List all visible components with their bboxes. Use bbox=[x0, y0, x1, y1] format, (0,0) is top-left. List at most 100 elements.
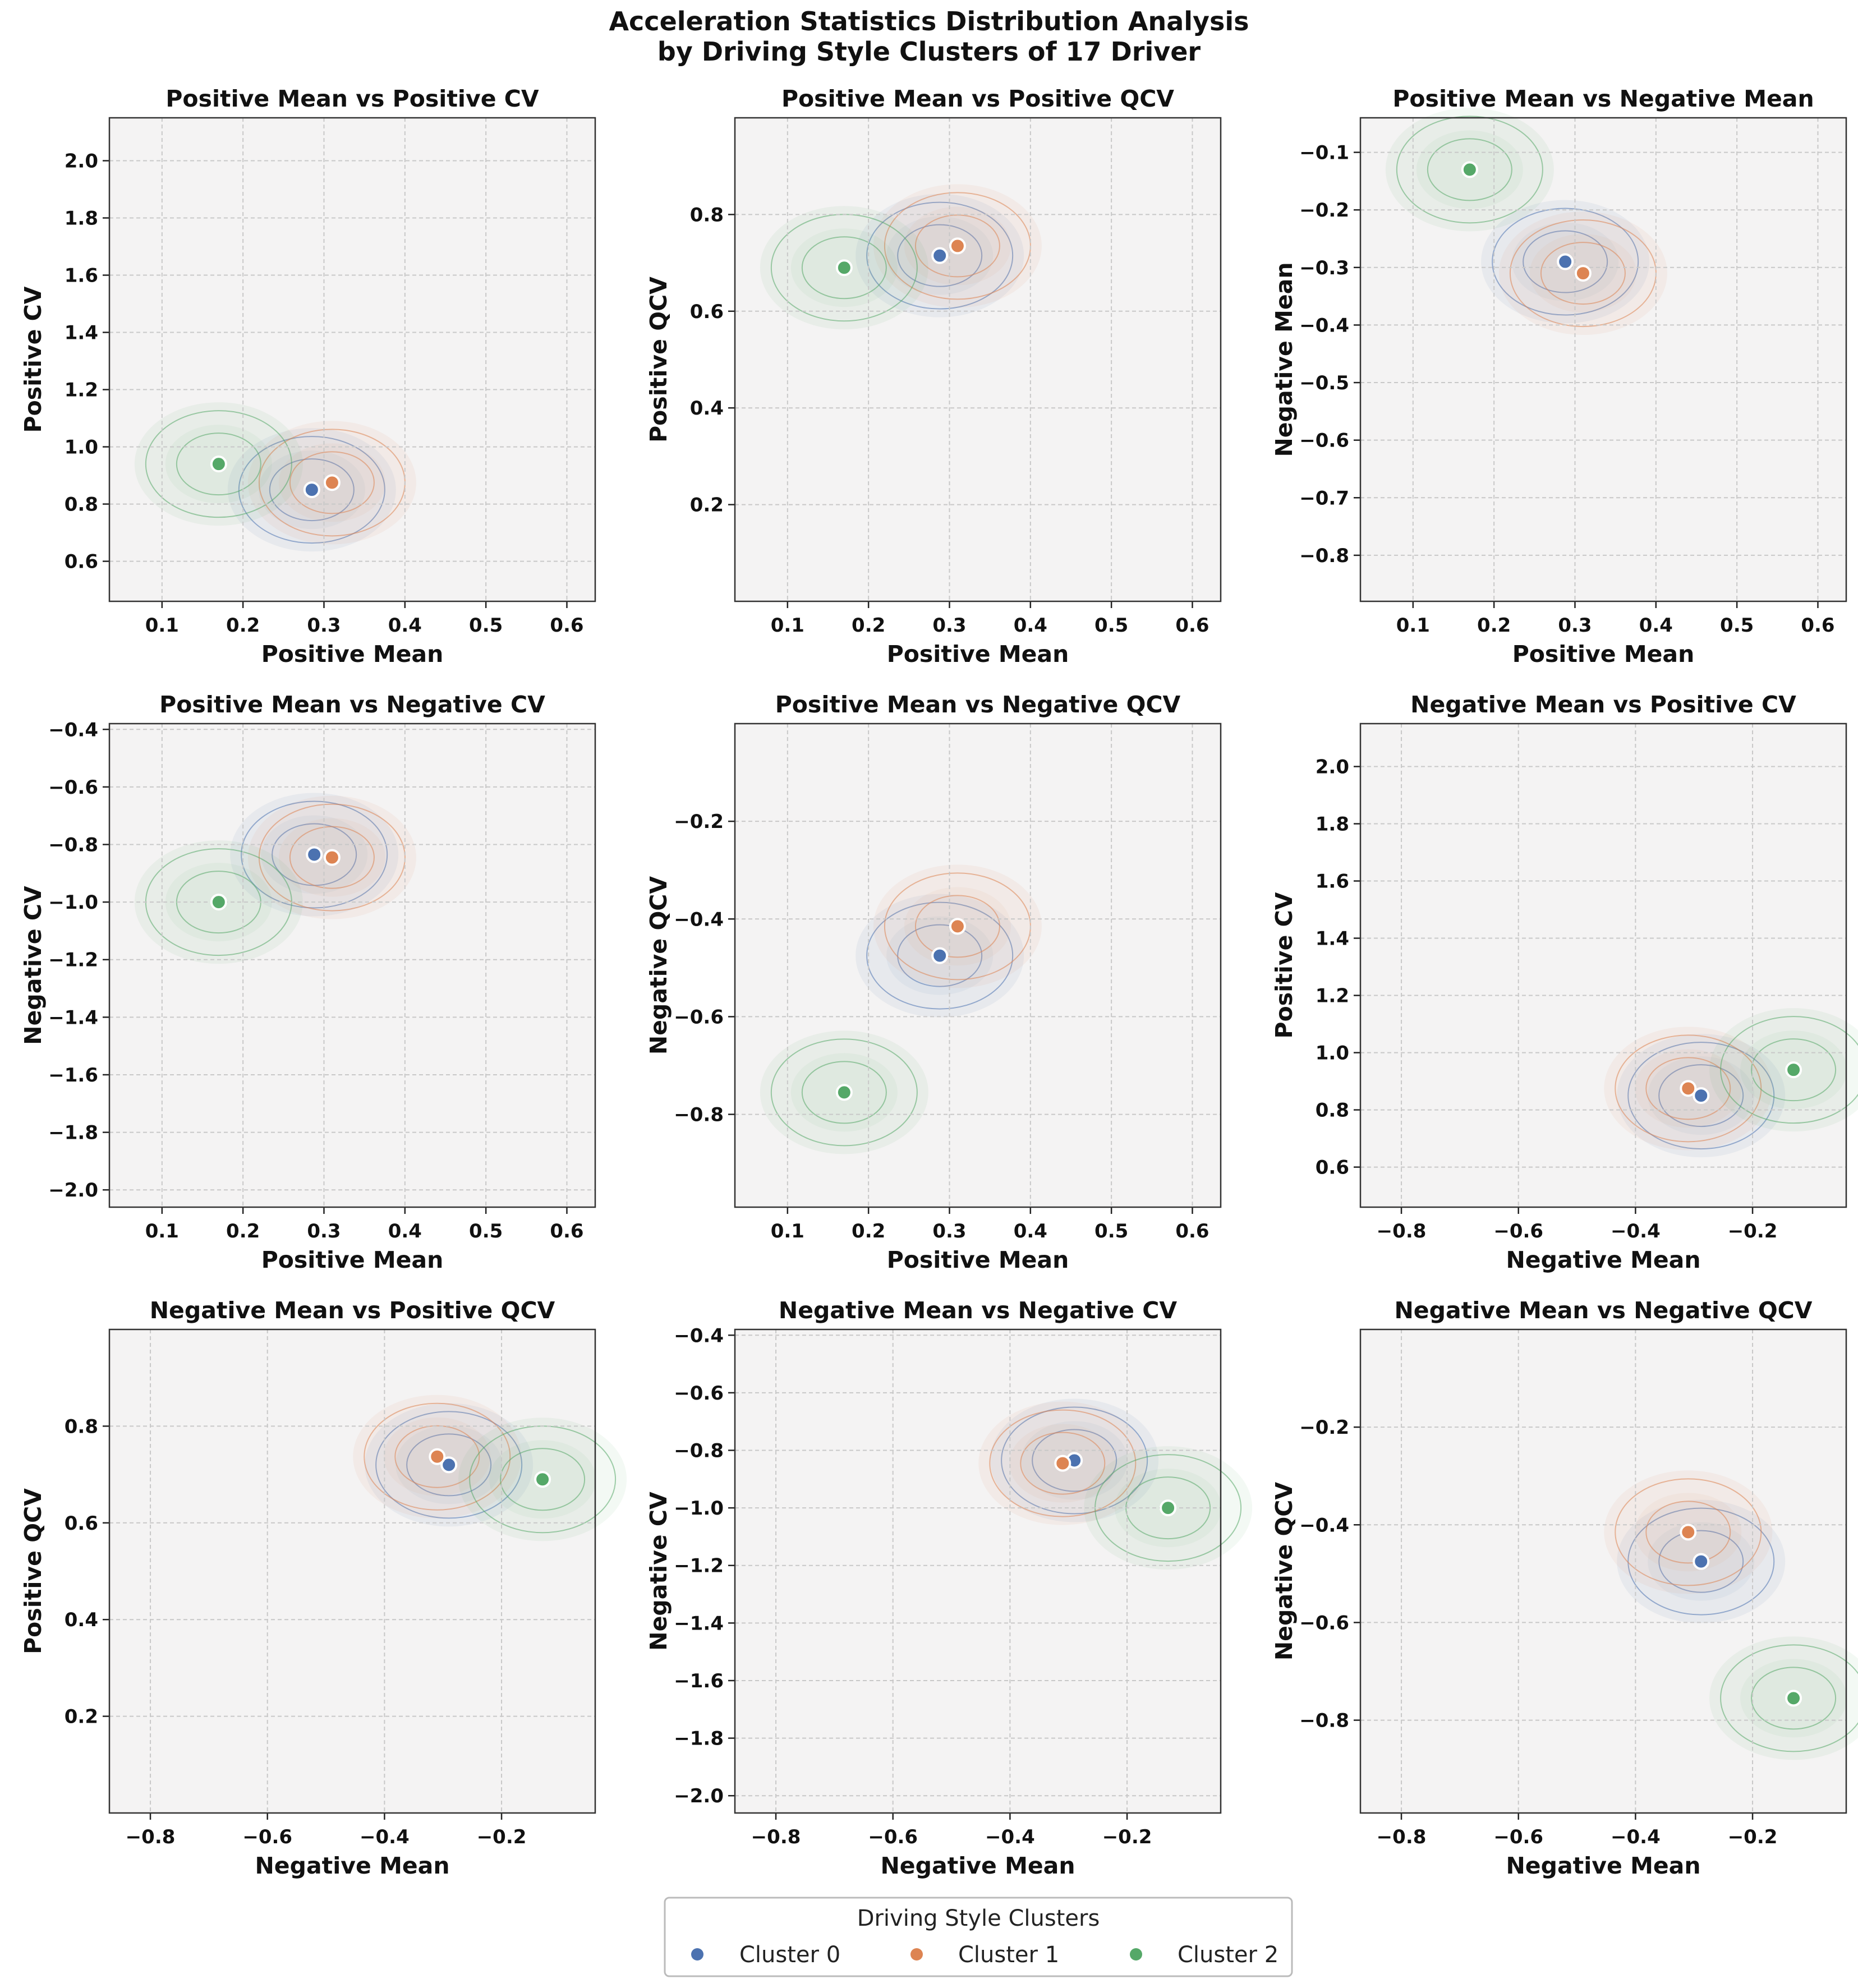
y-tick-label: −0.6 bbox=[674, 1382, 724, 1405]
density-contour bbox=[500, 1448, 586, 1511]
plot-area bbox=[109, 1329, 595, 1813]
y-axis-label: Negative CV bbox=[20, 886, 47, 1045]
x-axis-label: Positive Mean bbox=[261, 1246, 444, 1273]
x-tick-label: 0.4 bbox=[388, 1220, 422, 1242]
y-tick-label: 1.0 bbox=[65, 436, 98, 459]
centroid-point-cluster-2 bbox=[210, 455, 227, 473]
subplot-6: −0.8 −0.6 −0.4 −0.2 0.6 0.8 1.0 1.2 1.4 1.6 1.8 2.0… bbox=[1271, 691, 1858, 1273]
x-tick-label: 0.3 bbox=[932, 1220, 966, 1242]
subplot-title: Negative Mean vs Negative CV bbox=[779, 1297, 1177, 1324]
density-contour bbox=[1751, 1038, 1837, 1102]
plot-frame bbox=[1359, 723, 1847, 1208]
legend-label-cluster-2: Cluster 2 bbox=[1178, 1942, 1278, 1968]
centroid-point-cluster-2 bbox=[534, 1471, 551, 1488]
plot-area bbox=[1360, 724, 1846, 1207]
centroid-point-cluster-0 bbox=[1693, 1553, 1710, 1570]
plot-area bbox=[735, 1329, 1221, 1813]
x-tick-label: 0.3 bbox=[307, 1220, 341, 1242]
x-tick-label: 0.1 bbox=[1396, 614, 1430, 637]
y-axis-label: Positive CV bbox=[1271, 892, 1298, 1038]
x-axis-label: Positive Mean bbox=[1512, 641, 1695, 668]
x-tick-label: 0.4 bbox=[388, 614, 422, 637]
gridlines bbox=[735, 724, 1221, 1207]
subplot-3: 0.1 0.2 0.3 0.4 0.5 0.6 −0.1 −0.2 −0.3 −0.4 −0.5 −0… bbox=[1271, 85, 1847, 668]
centroid-point-cluster-0 bbox=[931, 947, 949, 964]
centroid-point-cluster-2 bbox=[1785, 1061, 1802, 1079]
legend-marker-cluster-1 bbox=[910, 1948, 923, 1961]
y-tick-label: −0.2 bbox=[1299, 1416, 1349, 1439]
density-contour bbox=[897, 924, 983, 987]
x-tick-label: −0.8 bbox=[1377, 1220, 1427, 1242]
subplot-1: 0.1 0.2 0.3 0.4 0.5 0.6 0.6 0.8 1.0 1.2 1.4 1.6 1.8 2… bbox=[20, 85, 596, 668]
gridlines bbox=[109, 1329, 595, 1813]
subplot-title: Positive Mean vs Positive QCV bbox=[781, 85, 1174, 112]
centroid-point-cluster-1 bbox=[1054, 1455, 1071, 1472]
plot-frame bbox=[108, 1328, 596, 1814]
density-contour bbox=[1001, 1406, 1148, 1515]
y-axis-label: Positive QCV bbox=[20, 1488, 47, 1654]
centroid-point-cluster-1 bbox=[1680, 1080, 1697, 1097]
y-tick-label: −1.8 bbox=[674, 1728, 724, 1750]
x-tick-label: 0.2 bbox=[1477, 614, 1511, 637]
legend-marker-cluster-2 bbox=[1130, 1948, 1142, 1961]
density-contour bbox=[1523, 230, 1608, 293]
y-tick-label: 0.6 bbox=[1316, 1157, 1349, 1179]
x-tick-label: 0.5 bbox=[1094, 614, 1128, 637]
x-tick-label: 0.1 bbox=[145, 1220, 179, 1242]
y-axis-label: Negative QCV bbox=[645, 876, 672, 1055]
centroid-point-cluster-2 bbox=[1785, 1690, 1802, 1707]
y-tick-label: −1.2 bbox=[48, 949, 98, 972]
x-axis-label: Negative Mean bbox=[255, 1852, 449, 1879]
subplot-title: Negative Mean vs Positive QCV bbox=[150, 1297, 555, 1324]
y-tick-label: 0.6 bbox=[690, 301, 724, 323]
y-tick-label: −1.4 bbox=[48, 1006, 98, 1029]
centroid-point-cluster-0 bbox=[931, 247, 949, 264]
y-axis-label: Positive CV bbox=[20, 286, 47, 432]
x-tick-label: −0.2 bbox=[1728, 1826, 1778, 1848]
x-tick-label: 0.6 bbox=[1175, 1220, 1209, 1242]
x-tick-label: −0.2 bbox=[477, 1826, 527, 1848]
centroid-point-cluster-1 bbox=[429, 1448, 446, 1465]
gridlines bbox=[109, 724, 595, 1207]
legend: Driving Style Clusters Cluster 0 Cluster… bbox=[664, 1897, 1293, 1977]
plot-frame bbox=[734, 117, 1222, 602]
y-tick-label: −0.4 bbox=[48, 719, 98, 741]
gridlines bbox=[735, 118, 1221, 601]
y-tick-label: −1.0 bbox=[674, 1497, 724, 1520]
x-tick-label: 0.1 bbox=[771, 1220, 804, 1242]
plot-area bbox=[109, 118, 595, 601]
plot-frame bbox=[1359, 1328, 1847, 1814]
y-tick-label: −0.2 bbox=[674, 811, 724, 833]
density-contour bbox=[1645, 1057, 1731, 1120]
centroid-point-cluster-0 bbox=[440, 1456, 458, 1474]
subplot-title: Negative Mean vs Negative QCV bbox=[1394, 1297, 1812, 1324]
y-tick-label: 0.6 bbox=[65, 1512, 98, 1535]
y-tick-label: 1.2 bbox=[65, 379, 98, 402]
y-tick-label: 0.8 bbox=[690, 204, 724, 226]
density-contour bbox=[1658, 1064, 1744, 1128]
x-tick-label: 0.3 bbox=[932, 614, 966, 637]
density-contour bbox=[1720, 1016, 1858, 1124]
y-tick-label: 1.4 bbox=[65, 322, 98, 344]
y-tick-label: −0.6 bbox=[48, 776, 98, 799]
density-contour bbox=[914, 895, 1000, 958]
y-tick-label: −0.1 bbox=[1299, 142, 1349, 164]
density-contour bbox=[289, 451, 375, 514]
density-contour bbox=[1020, 1432, 1106, 1495]
y-tick-label: −1.6 bbox=[48, 1064, 98, 1087]
x-tick-label: 0.1 bbox=[771, 614, 804, 637]
y-tick-label: 0.4 bbox=[690, 397, 724, 420]
y-axis-label: Negative Mean bbox=[1271, 262, 1298, 457]
figure-title-line1: Acceleration Statistics Distribution Ana… bbox=[609, 6, 1249, 36]
plot-frame bbox=[734, 723, 1222, 1208]
density-contour bbox=[914, 214, 1000, 278]
y-tick-label: −2.0 bbox=[48, 1179, 98, 1202]
y-tick-label: 1.0 bbox=[1316, 1042, 1349, 1065]
y-tick-label: −1.6 bbox=[674, 1670, 724, 1692]
centroid-point-cluster-2 bbox=[1461, 161, 1478, 178]
centroid-point-cluster-0 bbox=[306, 846, 323, 863]
x-tick-label: 0.1 bbox=[145, 614, 179, 637]
y-tick-label: −0.8 bbox=[1299, 1710, 1349, 1732]
legend-label-cluster-1: Cluster 1 bbox=[958, 1942, 1059, 1968]
